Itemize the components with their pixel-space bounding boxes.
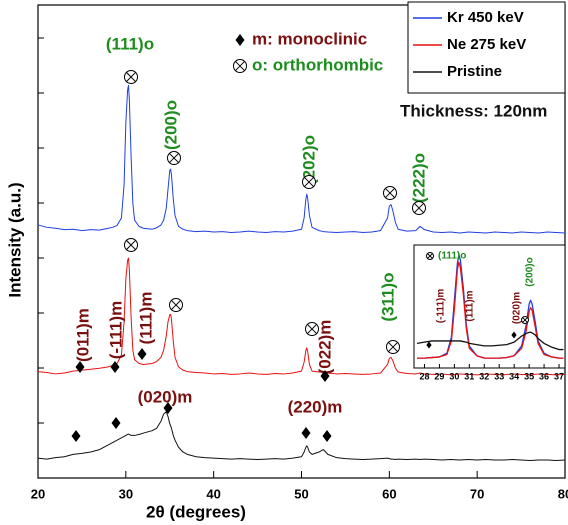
x-tick-label: 35 (524, 371, 534, 381)
series-line (37, 84, 566, 234)
x-tick-label: 34 (509, 371, 519, 381)
annotation: (222)o (409, 153, 428, 203)
x-tick-label: 60 (382, 486, 396, 501)
x-tick-label: 30 (449, 371, 459, 381)
series-line (37, 257, 566, 376)
x-tick-label: 37 (554, 371, 564, 381)
legend-label: Pristine (447, 63, 502, 80)
x-tick-label: 28 (419, 371, 429, 381)
annotation: (-111)m (436, 289, 447, 324)
monoclinic-marker (111, 417, 121, 429)
orthorhombic-marker-cross (388, 342, 398, 352)
legend-label: Kr 450 keV (447, 9, 524, 26)
legend-label: Ne 275 keV (447, 36, 526, 53)
series-line (416, 331, 564, 351)
orthorhombic-marker-cross (522, 317, 528, 323)
x-tick-label: 40 (206, 486, 220, 501)
x-tick-label: 30 (119, 486, 133, 501)
monoclinic-marker (110, 361, 120, 373)
monoclinic-marker (322, 430, 332, 442)
x-tick-label: 31 (464, 371, 474, 381)
annotation: (022)m (315, 320, 334, 375)
orthorhombic-marker-cross (235, 61, 245, 71)
legend-box (407, 1, 566, 94)
annotation: (111)o (438, 251, 466, 262)
x-tick-label: 29 (434, 371, 444, 381)
monoclinic-marker (71, 430, 81, 442)
annotation: (111)o (106, 34, 154, 53)
annotation: (020)m (138, 387, 193, 406)
annotation: (020)m (512, 292, 523, 324)
x-tick-label: 70 (470, 486, 484, 501)
orthorhombic-marker-cross (126, 240, 136, 250)
annotation: (111)m (465, 290, 476, 321)
orthorhombic-marker-cross (169, 153, 179, 163)
orthorhombic-marker-cross (126, 72, 136, 82)
monoclinic-marker (320, 370, 330, 382)
annotation: o: orthorhombic (252, 55, 383, 74)
series-line (416, 261, 564, 359)
x-axis-title: 2θ (degrees) (146, 502, 246, 521)
orthorhombic-marker-cross (385, 188, 395, 198)
annotation: (200)o (525, 257, 536, 286)
monoclinic-marker (235, 34, 245, 46)
orthorhombic-marker-cross (427, 253, 433, 259)
x-tick-label: 33 (494, 371, 504, 381)
annotation: (311)o (378, 272, 397, 321)
orthorhombic-marker-cross (304, 177, 314, 187)
x-tick-label: 50 (294, 486, 308, 501)
monoclinic-marker (163, 402, 173, 414)
y-axis-ticks (38, 37, 44, 424)
monoclinic-marker (511, 331, 517, 339)
annotation: Thickness: 120nm (400, 101, 547, 120)
orthorhombic-marker-cross (307, 324, 317, 334)
x-tick-label: 32 (479, 371, 489, 381)
annotation: (-111)m (106, 301, 125, 360)
monoclinic-marker (426, 341, 432, 349)
monoclinic-marker (301, 427, 311, 439)
x-tick-label: 20 (31, 486, 45, 501)
y-axis-title: Intensity (a.u.) (5, 182, 24, 297)
orthorhombic-marker-cross (171, 300, 181, 310)
annotation: (111)m (136, 292, 155, 345)
x-tick-label: 36 (539, 371, 549, 381)
annotation: m: monoclinic (252, 29, 367, 48)
annotation: (011)m (73, 308, 92, 362)
orthorhombic-marker-cross (414, 203, 424, 213)
series-line (37, 411, 566, 461)
annotation: (200)o (161, 100, 180, 150)
annotation: (220)m (288, 397, 343, 416)
annotation: (202)o (299, 135, 318, 185)
monoclinic-marker (75, 361, 85, 373)
monoclinic-marker (137, 348, 147, 360)
x-tick-label: 80 (558, 486, 568, 501)
